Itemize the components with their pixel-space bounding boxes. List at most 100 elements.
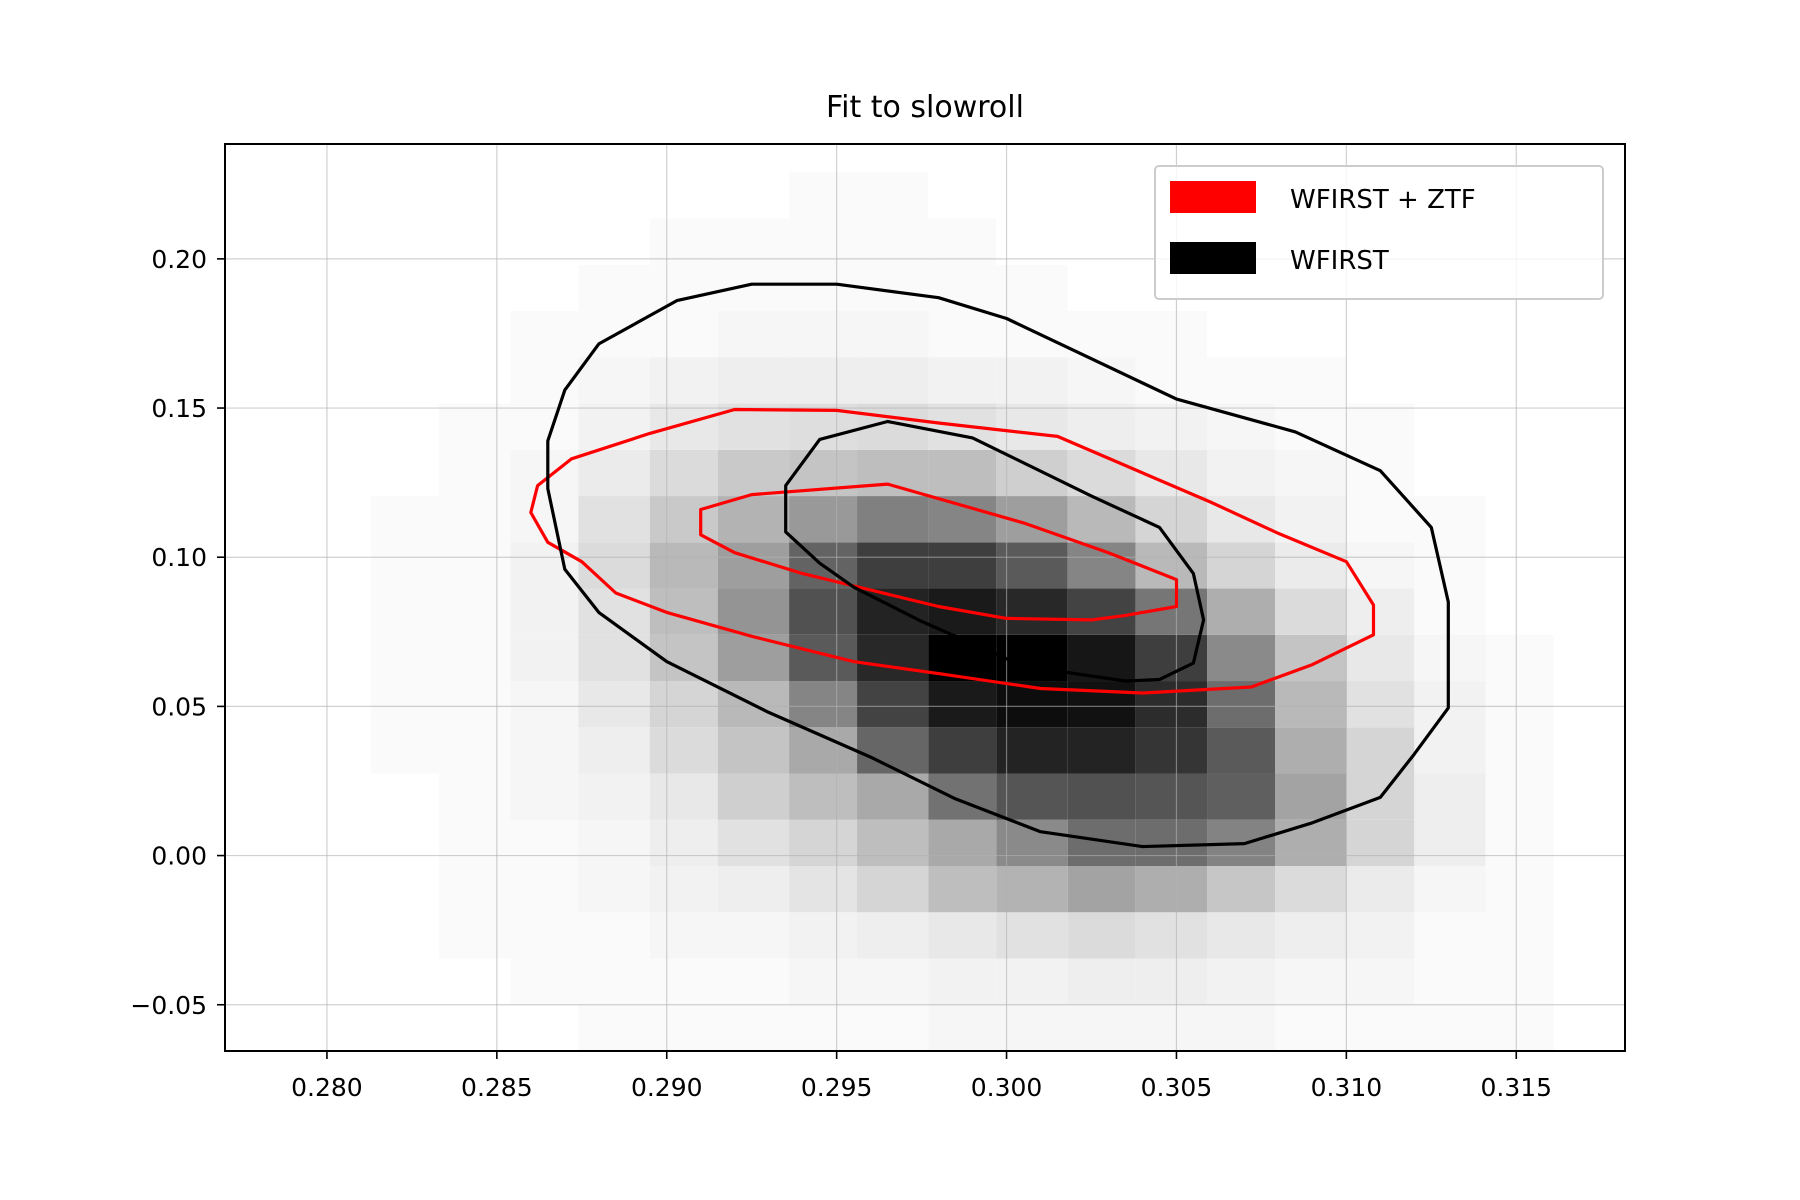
heatmap-cell [717,357,790,404]
legend-swatch-wfirst-ztf [1170,181,1256,213]
heatmap-cell [1485,403,1554,450]
heatmap-cell [928,727,997,774]
legend-label-wfirst-ztf: WFIRST + ZTF [1290,185,1476,215]
heatmap-cell [996,588,1068,635]
contour-wfirst-1 [784,419,1206,683]
heatmap-cell [1346,311,1415,358]
heatmap-cell [1346,1004,1415,1051]
heatmap-cell [649,403,718,450]
heatmap-cell [928,912,997,959]
heatmap-cell [1485,311,1554,358]
heatmap-cell [1275,1004,1347,1051]
heatmap-cell [510,542,579,589]
heatmap-cell [299,496,372,543]
heatmap-cell [578,958,650,1005]
heatmap-cell [717,912,790,959]
heatmap-cell [928,958,997,1005]
heatmap-cell [371,496,440,543]
heatmap-cell [510,218,579,265]
heatmap-cell [996,357,1068,404]
heatmap-cell [857,172,929,219]
heatmap-cell [578,172,650,219]
heatmap-cell [928,357,997,404]
heatmap-cell [1207,958,1275,1005]
heatmap-cell [717,866,790,913]
x-tick-label: 0.300 [971,1073,1043,1102]
contour-wfirst-ztf-2 [529,407,1376,695]
y-tick-label: 0.20 [151,245,207,274]
heatmap-cell [717,727,790,774]
heatmap-cell [578,819,650,867]
heatmap-cell [789,218,858,265]
heatmap-cell [649,496,718,543]
heatmap-cell [1067,912,1136,959]
contour-wfirst-2 [546,282,1450,849]
heatmap-cell [996,1004,1068,1051]
legend-swatch-wfirst [1170,242,1256,274]
heatmap-cell [1346,727,1415,774]
heatmap-cell [1135,449,1208,497]
heatmap-cell [371,264,440,312]
heatmap-cell [1485,634,1554,682]
heatmap-cell [299,912,372,959]
heatmap-cell [1414,866,1486,913]
chart-title: Fit to slowroll [826,90,1024,125]
heatmap-cell [439,958,511,1005]
heatmap-cell [510,172,579,219]
heatmap-cell [857,681,929,728]
heatmap-cell [1485,866,1554,913]
heatmap-cell [1346,588,1415,635]
heatmap-cell [1067,773,1136,820]
heatmap-cell [1346,681,1415,728]
heatmap-cell [789,357,858,404]
heatmap-cell [578,496,650,543]
heatmap-cell [789,496,858,543]
heatmap-cell [649,819,718,867]
heatmap-cell [299,357,372,404]
heatmap-cell [578,403,650,450]
heatmap-cell [996,912,1068,959]
heatmap-cell [1275,542,1347,589]
heatmap-cell [1485,542,1554,589]
heatmap-cell [510,727,579,774]
heatmap-cell [1485,773,1554,820]
heatmap-cell [928,866,997,913]
heatmap-cell [578,1004,650,1051]
y-axis: −0.05 0.00 0.05 0.10 0.15 0.20 [130,245,225,1020]
heatmap-cell [1207,357,1275,404]
heatmap-cell [1275,773,1347,820]
heatmap-cell [1414,588,1486,635]
heatmap-cell [1485,496,1554,543]
heatmap-cell [857,819,929,867]
heatmap-cell [578,542,650,589]
contour-wfirst-ztf-1 [699,482,1179,622]
heatmap-cell [510,1004,579,1051]
legend-frame [1154,165,1604,300]
heatmap-cell [1485,588,1554,635]
heatmap-cell [299,403,372,450]
heatmap-cell [857,357,929,404]
heatmap-cell [578,681,650,728]
heatmap-cell [1414,403,1486,450]
heatmap-cell [1275,866,1347,913]
heatmap-cell [439,172,511,219]
heatmap-cell [1207,773,1275,820]
heatmap-cell [649,958,718,1005]
heatmap-cell [1067,681,1136,728]
heatmap-cell [510,912,579,959]
x-tick-label: 0.295 [801,1073,873,1102]
heatmap-cell [510,958,579,1005]
heatmap-cell [717,588,790,635]
heatmap-cell [1275,449,1347,497]
heatmap-cell [439,403,511,450]
heatmap-cell [1135,912,1208,959]
heatmap-cell [996,403,1068,450]
x-tick-label: 0.305 [1141,1073,1213,1102]
heatmap-cell [1346,958,1415,1005]
heatmap-cell [1346,819,1415,867]
x-tick-label: 0.280 [291,1073,363,1102]
x-axis: 0.280 0.285 0.290 0.295 0.300 0.305 0.310 0.315 [291,1051,1552,1102]
heatmap-cell [789,866,858,913]
heatmap-cell [996,449,1068,497]
y-tick-label: 0.05 [151,692,207,721]
